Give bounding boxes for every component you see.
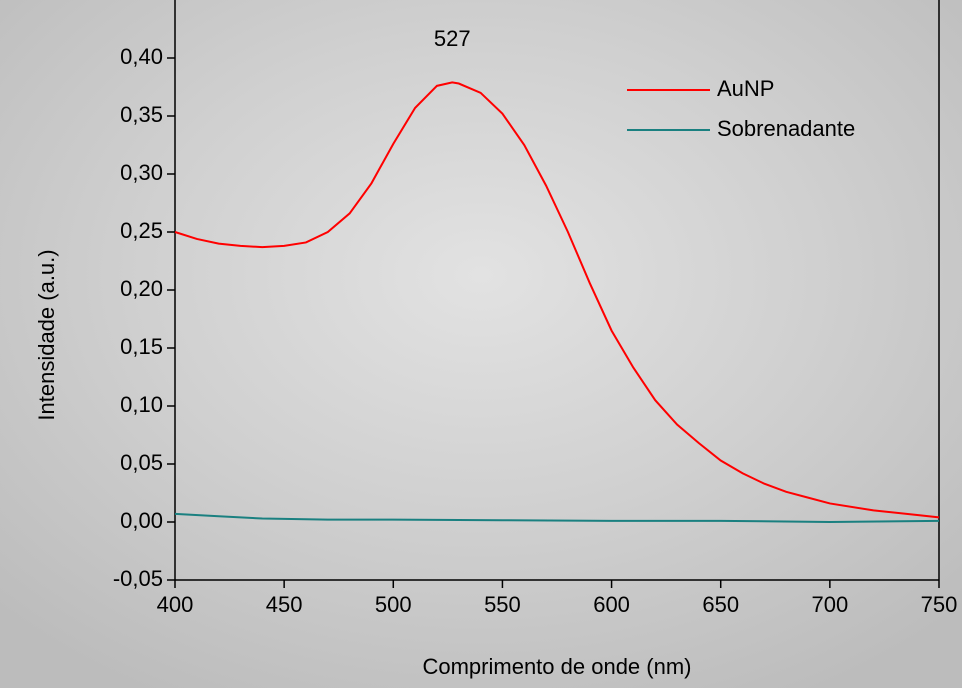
y-tick-label: 0,20: [120, 276, 163, 301]
y-tick-label: 0,00: [120, 508, 163, 533]
series-line: [174, 81, 940, 519]
x-tick-label: 550: [484, 592, 521, 617]
x-tick-label: 600: [593, 592, 630, 617]
x-tick-label: 450: [266, 592, 303, 617]
x-tick-label: 650: [702, 592, 739, 617]
y-tick-label: 0,30: [120, 160, 163, 185]
x-tick-label: 500: [375, 592, 412, 617]
y-tick-label: 0,40: [120, 44, 163, 69]
y-tick-label: 0,05: [120, 450, 163, 475]
y-axis-label: Intensidade (a.u.): [34, 249, 59, 420]
y-tick-label: 0,35: [120, 102, 163, 127]
legend-label: AuNP: [717, 76, 774, 101]
x-axis-label: Comprimento de onde (nm): [422, 654, 691, 679]
x-tick-label: 700: [811, 592, 848, 617]
y-tick-label: -0,05: [113, 566, 163, 591]
legend-label: Sobrenadante: [717, 116, 855, 141]
x-tick-label: 400: [157, 592, 194, 617]
y-tick-label: 0,25: [120, 218, 163, 243]
x-tick-label: 750: [921, 592, 958, 617]
y-tick-label: 0,15: [120, 334, 163, 359]
annotation: 527: [434, 26, 471, 51]
y-tick-label: 0,10: [120, 392, 163, 417]
series-line: [174, 512, 940, 524]
